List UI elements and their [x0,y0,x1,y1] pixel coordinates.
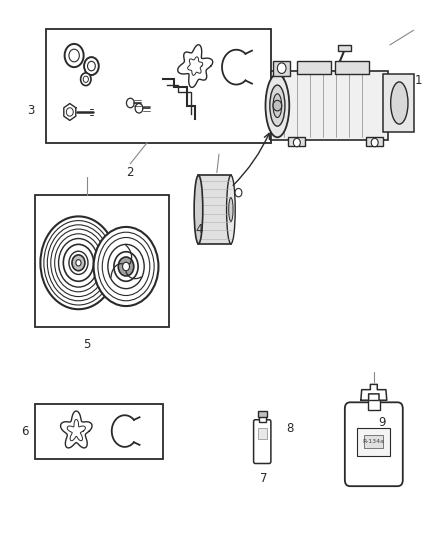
Polygon shape [361,384,387,400]
Circle shape [277,63,286,74]
Wedge shape [40,216,117,309]
Circle shape [88,61,95,71]
Circle shape [44,221,113,305]
Text: 7: 7 [260,472,267,485]
Bar [35,403,163,459]
Circle shape [55,234,102,292]
Wedge shape [98,232,154,301]
Text: R-134a: R-134a [363,439,385,443]
Bar [383,74,413,132]
Circle shape [73,256,84,269]
Circle shape [123,262,130,271]
Circle shape [108,244,144,289]
Bar [368,400,380,410]
Circle shape [47,225,110,301]
Wedge shape [47,225,110,301]
Circle shape [118,257,134,276]
Circle shape [114,252,138,281]
Circle shape [293,139,300,147]
Ellipse shape [229,198,233,221]
Text: 3: 3 [27,104,35,117]
Bar [35,195,169,327]
Circle shape [102,238,150,295]
Bar [338,45,351,51]
Text: 6: 6 [21,425,28,438]
Circle shape [69,49,79,62]
Circle shape [72,255,85,271]
Bar [259,416,266,422]
Ellipse shape [270,85,285,126]
FancyBboxPatch shape [345,402,403,486]
Bar [357,429,390,456]
Ellipse shape [391,82,408,124]
Bar [46,29,271,142]
Bar [364,435,383,448]
Circle shape [84,57,99,75]
Text: 8: 8 [286,423,294,435]
Text: 5: 5 [83,338,91,351]
Circle shape [65,44,84,67]
Circle shape [69,251,88,274]
Circle shape [81,73,91,86]
FancyBboxPatch shape [254,419,271,464]
Wedge shape [55,234,102,292]
Ellipse shape [194,175,203,244]
Circle shape [76,260,81,266]
Polygon shape [60,411,92,448]
Bar [258,429,267,439]
Circle shape [235,189,242,197]
Ellipse shape [226,175,235,244]
Text: 1: 1 [414,74,422,87]
Circle shape [94,227,159,306]
Bar [258,411,267,417]
Ellipse shape [265,74,289,138]
Circle shape [83,76,88,83]
Circle shape [119,258,133,275]
Circle shape [98,232,154,301]
Bar [273,61,290,76]
Ellipse shape [273,94,282,117]
Circle shape [273,100,282,111]
Circle shape [40,216,117,309]
Circle shape [59,239,99,287]
Text: 9: 9 [379,416,386,429]
Bar [198,175,231,244]
Text: 2: 2 [127,166,134,179]
Bar [366,137,383,146]
Circle shape [64,244,94,281]
Bar [288,137,305,146]
Bar [297,61,332,74]
Text: 4: 4 [196,223,203,236]
Bar [271,71,388,140]
Circle shape [51,229,106,296]
Bar [335,61,370,74]
Circle shape [371,139,378,147]
